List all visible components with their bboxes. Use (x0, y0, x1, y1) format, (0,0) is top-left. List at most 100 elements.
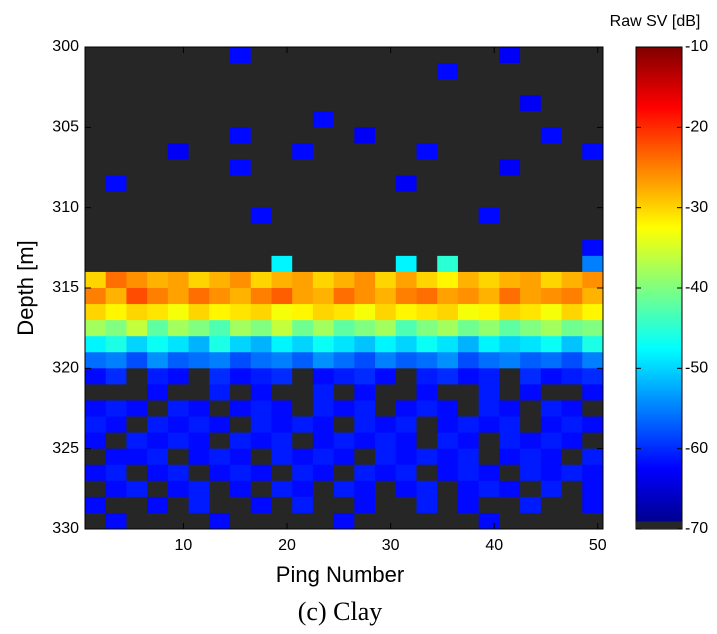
x-tick-label: 10 (175, 537, 193, 554)
heat-cell (478, 288, 500, 305)
heat-cell (478, 223, 500, 241)
heat-cell (209, 143, 231, 160)
heat-cell (478, 191, 500, 209)
heat-cell (188, 336, 210, 353)
heat-cell (167, 127, 190, 144)
heat-cell (209, 400, 231, 418)
heat-cell (230, 111, 252, 128)
heat-cell (540, 384, 563, 401)
heat-cell (457, 95, 480, 112)
heat-cell (167, 143, 190, 160)
heat-cell (333, 384, 355, 401)
heat-cell (437, 271, 459, 289)
heat-cell (312, 175, 335, 193)
heat-cell (375, 175, 397, 193)
heat-cell (209, 288, 231, 305)
heat-cell (375, 239, 397, 257)
heat-cell (478, 464, 500, 482)
heat-cell (416, 223, 438, 241)
heat-cell (540, 288, 563, 305)
heat-cell (457, 496, 480, 514)
heat-cell (292, 95, 314, 112)
heat-cell (520, 368, 542, 385)
heat-cell (230, 63, 252, 80)
heat-cell (457, 191, 480, 209)
heat-cell (416, 63, 438, 80)
heat-cell (540, 159, 563, 177)
heat-cell (105, 320, 127, 337)
heat-cell (478, 63, 500, 80)
heat-cell (126, 271, 148, 289)
heat-cell (312, 271, 335, 289)
heat-cell (250, 400, 272, 418)
heat-cell (395, 255, 418, 273)
heat-cell (209, 111, 231, 128)
x-axis-title: Ping Number (276, 562, 404, 587)
heat-cell (126, 336, 148, 353)
heat-cell (437, 512, 459, 530)
heat-cell (85, 111, 107, 128)
heat-cell (209, 352, 231, 369)
heat-cell (540, 79, 563, 96)
heat-cell (520, 255, 542, 273)
heat-cell (333, 320, 355, 337)
heat-cell (250, 320, 272, 337)
heat-cell (271, 416, 293, 434)
heat-cell (354, 207, 376, 225)
heat-cell (561, 304, 583, 321)
heat-cell (437, 223, 459, 241)
heat-cell (230, 304, 252, 321)
heat-cell (188, 143, 210, 160)
heat-cell (333, 111, 355, 128)
heat-cell (271, 432, 293, 450)
heat-cell (333, 79, 355, 96)
heat-cell (147, 191, 169, 209)
heat-cell (540, 448, 563, 466)
heat-cell (250, 464, 272, 482)
heat-cell (271, 271, 293, 289)
heat-cell (292, 352, 314, 369)
heat-cell (333, 127, 355, 144)
heat-cell (126, 288, 148, 305)
heat-cell (478, 496, 500, 514)
heat-cell (354, 175, 376, 193)
colorbar-label: Raw SV [dB] (610, 13, 701, 30)
heat-cell (499, 288, 521, 305)
heat-cell (188, 432, 210, 450)
heat-cell (312, 288, 335, 305)
heat-cell (416, 304, 438, 321)
heat-cell (250, 496, 272, 514)
heat-cell (499, 95, 521, 112)
heat-cell (437, 288, 459, 305)
heat-cell (457, 288, 480, 305)
heat-cell (561, 239, 583, 257)
heat-cell (354, 127, 376, 144)
heat-cell (209, 512, 231, 530)
heat-cell (540, 352, 563, 369)
heat-cell (416, 47, 438, 64)
heat-cell (499, 255, 521, 273)
heat-cell (126, 304, 148, 321)
heat-cell (540, 111, 563, 128)
heat-cell (167, 464, 190, 482)
heat-cell (582, 63, 604, 80)
heat-cell (457, 271, 480, 289)
heat-cell (312, 336, 335, 353)
heat-cell (167, 304, 190, 321)
heat-cell (147, 207, 169, 225)
heat-cell (312, 239, 335, 257)
heat-cell (354, 384, 376, 401)
heat-cell (375, 127, 397, 144)
heat-cell (540, 207, 563, 225)
heat-cell (85, 95, 107, 112)
heat-cell (230, 159, 252, 177)
heat-cell (230, 320, 252, 337)
heat-cell (375, 464, 397, 482)
heat-cell (354, 239, 376, 257)
heat-cell (312, 464, 335, 482)
heat-cell (333, 63, 355, 80)
heat-cell (395, 111, 418, 128)
heat-cell (167, 368, 190, 385)
heat-cell (437, 47, 459, 64)
heat-cell (437, 448, 459, 466)
